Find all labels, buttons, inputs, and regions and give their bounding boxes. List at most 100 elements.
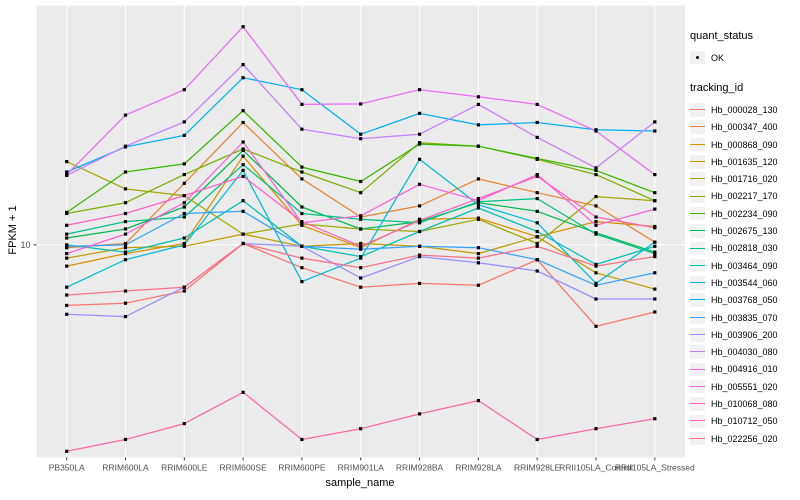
color-line-key — [690, 345, 705, 359]
data-point — [594, 264, 598, 268]
data-point — [535, 229, 539, 234]
legend-item-label: Hb_010068_080 — [711, 398, 778, 409]
data-point — [594, 297, 598, 301]
data-point — [594, 166, 598, 170]
data-point — [418, 132, 422, 136]
data-point — [182, 162, 186, 166]
data-point — [653, 207, 657, 211]
data-point — [65, 256, 69, 260]
x-tick-label: RRII105LA_Stressed — [615, 463, 695, 473]
legend-item-ok: OK — [690, 49, 800, 66]
legend: quant_status OK tracking_id Hb_000028_13… — [690, 30, 800, 447]
data-point — [594, 427, 598, 431]
data-point — [123, 289, 128, 293]
data-point — [182, 285, 186, 289]
data-point — [535, 244, 539, 248]
legend-item-Hb_022256_020: Hb_022256_020 — [690, 430, 800, 447]
data-point — [182, 194, 186, 198]
data-point — [418, 253, 422, 257]
data-point — [653, 417, 657, 421]
data-point — [241, 76, 245, 80]
x-tick-label: RRII105LA_Control — [559, 463, 633, 473]
data-point — [476, 283, 480, 287]
legend-item-Hb_000347_400: Hb_000347_400 — [690, 119, 800, 136]
data-point — [65, 293, 69, 297]
data-point — [653, 120, 657, 124]
data-point — [300, 165, 304, 169]
legend-item-label: Hb_002234_090 — [711, 208, 778, 219]
y-axis-title: FPKM + 1 — [7, 205, 19, 255]
legend-item-label: Hb_004916_010 — [711, 364, 778, 375]
color-line-key — [690, 172, 705, 186]
data-point — [182, 289, 186, 293]
data-point — [123, 227, 128, 231]
data-point — [241, 209, 245, 213]
data-point — [594, 232, 598, 236]
line-swatch-icon — [690, 368, 705, 370]
data-point — [418, 111, 422, 115]
data-point — [241, 120, 245, 125]
data-point — [594, 173, 598, 177]
data-point — [182, 243, 186, 247]
x-tick-label: RRIM928LE — [514, 463, 561, 473]
data-point — [476, 95, 480, 99]
x-tick-label: RRIM600SE — [220, 463, 268, 473]
data-point — [123, 232, 128, 236]
data-point — [535, 174, 539, 178]
color-line-key — [690, 137, 705, 152]
data-point — [653, 255, 657, 259]
data-point — [65, 264, 69, 268]
data-point — [535, 120, 539, 125]
data-point — [359, 132, 363, 136]
legend-item-label: Hb_002818_030 — [711, 243, 778, 254]
color-line-key — [690, 397, 705, 411]
color-line-key — [690, 206, 705, 221]
data-point — [476, 246, 480, 250]
legend-item-Hb_003768_050: Hb_003768_050 — [690, 292, 800, 309]
data-point — [476, 203, 480, 207]
data-point — [418, 218, 422, 223]
legend-title-tracking-id: tracking_id — [690, 82, 744, 95]
data-point — [300, 220, 304, 224]
legend-item-label: Hb_000868_090 — [711, 139, 778, 150]
x-tick-label: RRIM928BA — [396, 463, 444, 473]
data-point — [123, 246, 128, 250]
data-point — [653, 310, 657, 314]
data-point — [65, 312, 69, 316]
data-point — [241, 140, 245, 144]
data-point — [182, 236, 186, 240]
legend-item-Hb_004030_080: Hb_004030_080 — [690, 343, 800, 360]
legend-item-Hb_002818_030: Hb_002818_030 — [690, 240, 800, 257]
legend-item-label: Hb_003835_070 — [711, 312, 778, 323]
data-point — [476, 177, 480, 181]
data-point — [359, 102, 363, 106]
data-point — [241, 25, 245, 29]
line-swatch-icon — [690, 264, 705, 266]
data-point — [300, 211, 304, 216]
data-point — [418, 204, 422, 208]
data-point — [65, 236, 69, 240]
data-point — [65, 285, 69, 289]
legend-item-label: Hb_004030_080 — [711, 347, 778, 358]
data-point — [359, 244, 363, 248]
data-point — [65, 173, 69, 177]
data-point — [241, 163, 245, 167]
data-point — [535, 209, 539, 213]
data-point — [418, 244, 422, 248]
data-point — [594, 262, 598, 266]
data-point — [594, 129, 598, 133]
data-point — [300, 205, 304, 209]
data-point — [359, 137, 363, 141]
data-point — [359, 179, 363, 184]
data-point — [653, 244, 657, 248]
data-point — [182, 211, 186, 216]
data-point — [182, 215, 186, 219]
data-point — [300, 88, 304, 92]
data-point — [300, 266, 304, 270]
data-point — [476, 261, 480, 265]
line-swatch-icon — [690, 126, 705, 128]
line-swatch-icon — [690, 161, 705, 163]
data-point — [418, 142, 422, 146]
data-point — [300, 244, 304, 248]
data-point — [65, 449, 69, 453]
